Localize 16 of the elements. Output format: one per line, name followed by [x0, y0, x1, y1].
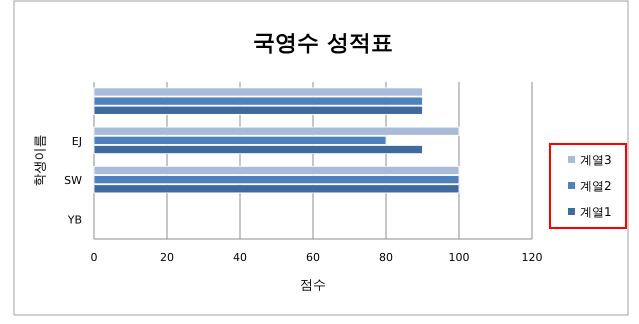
- x-tick-label: 60: [306, 251, 320, 264]
- x-tick-label: 20: [160, 251, 174, 264]
- x-tick-label: 40: [233, 251, 247, 264]
- legend-label: 계열2: [580, 179, 612, 193]
- y-tick-label: EJ: [72, 134, 82, 148]
- legend-label: 계열3: [580, 153, 612, 167]
- y-axis-title: 학생이름: [33, 134, 48, 186]
- y-tick-label: SW: [64, 174, 82, 188]
- x-tick-label: 80: [379, 251, 393, 264]
- x-tick-label: 100: [448, 251, 470, 264]
- x-tick-label: 0: [90, 251, 98, 264]
- chart-title: 국영수 성적표: [253, 31, 393, 56]
- legend-label: 계열1: [580, 205, 612, 219]
- x-axis-title: 점수: [300, 278, 326, 293]
- y-tick-label: YB: [66, 213, 82, 226]
- x-tick-label: 120: [522, 251, 542, 264]
